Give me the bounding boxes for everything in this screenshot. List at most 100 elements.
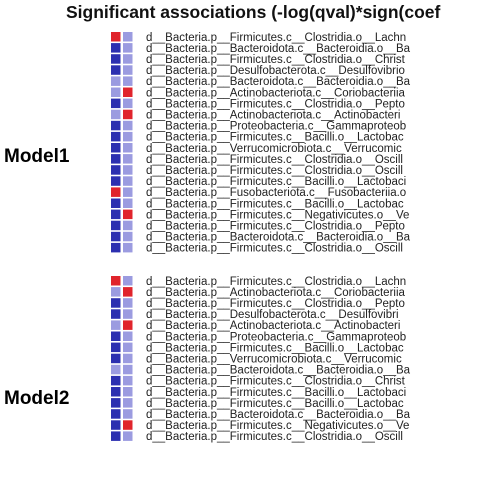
heatmap-cell: [123, 98, 133, 109]
heatmap-cell: [123, 420, 133, 430]
row-label: d__Bacteria.p__Bacteroidota.c__Bacteroid…: [146, 43, 411, 55]
heatmap-cell: [123, 54, 133, 64]
heatmap-cell: [123, 165, 133, 175]
row-label: d__Bacteria.p__Firmicutes.c__Negativicut…: [146, 420, 409, 432]
heatmap-cell: [111, 375, 121, 386]
heatmap-cell: [111, 298, 121, 308]
row-label: d__Bacteria.p__Firmicutes.c__Bacilli.o__…: [146, 132, 404, 144]
heatmap-cell: [111, 287, 121, 297]
panel-label-model2: Model2: [4, 388, 70, 409]
heatmap-cell: [111, 65, 121, 75]
heatmap-cell: [111, 420, 121, 430]
heatmap-cell: [123, 187, 133, 197]
row-label: d__Bacteria.p__Firmicutes.c__Clostridia.…: [146, 298, 405, 310]
row-label: d__Bacteria.p__Actinobacteriota.c__Actin…: [146, 320, 400, 332]
heatmap-cell: [111, 131, 121, 142]
heatmap-cell: [111, 242, 121, 253]
heatmap-cell: [111, 353, 121, 364]
heatmap-cell: [111, 220, 121, 231]
chart-title: Significant associations (-log(qval)*sig…: [66, 2, 441, 22]
heatmap-cell: [123, 87, 133, 97]
heatmap-cell: [123, 431, 133, 441]
row-label: d__Bacteria.p__Desulfobacterota.c__Desul…: [146, 309, 399, 321]
heatmap-cell: [123, 143, 133, 153]
heatmap-cell: [123, 331, 133, 341]
heatmap-cell: [111, 198, 121, 208]
heatmap-panel-model1: d__Bacteria.p__Firmicutes.c__Clostridia.…: [111, 32, 411, 255]
heatmap-cell: [111, 32, 121, 42]
heatmap-cell: [111, 320, 121, 330]
heatmap-cell: [111, 331, 121, 341]
heatmap-cell: [111, 165, 121, 175]
heatmap-cell: [123, 387, 133, 397]
heatmap-cell: [123, 276, 133, 286]
heatmap-cell: [111, 387, 121, 397]
heatmap-cell: [123, 65, 133, 75]
heatmap-cell: [111, 398, 121, 408]
row-label: d__Bacteria.p__Firmicutes.c__Clostridia.…: [146, 98, 405, 110]
row-label: d__Bacteria.p__Firmicutes.c__Clostridia.…: [146, 54, 406, 66]
row-label: d__Bacteria.p__Actinobacteriota.c__Corio…: [146, 287, 406, 299]
heatmap-cell: [123, 409, 133, 419]
heatmap-cell: [111, 109, 121, 120]
heatmap-cell: [123, 298, 133, 308]
row-label: d__Bacteria.p__Firmicutes.c__Bacilli.o__…: [146, 198, 404, 210]
heatmap-cell: [123, 342, 133, 353]
heatmap-cell: [111, 209, 121, 220]
heatmap-cell: [111, 342, 121, 353]
heatmap-cell: [111, 154, 121, 164]
heatmap-cell: [123, 242, 133, 253]
heatmap-cell: [111, 276, 121, 286]
row-label: d__Bacteria.p__Firmicutes.c__Clostridia.…: [146, 221, 405, 233]
row-label: d__Bacteria.p__Actinobacteriota.c__Corio…: [146, 87, 406, 99]
heatmap-cell: [111, 120, 121, 131]
row-label: d__Bacteria.p__Verrucomicrobiota.c__Verr…: [146, 143, 402, 155]
heatmap-cell: [111, 143, 121, 153]
row-label: d__Bacteria.p__Firmicutes.c__Bacilli.o__…: [146, 387, 406, 399]
row-label: d__Bacteria.p__Bacteroidota.c__Bacteroid…: [146, 232, 411, 244]
heatmap-cell: [111, 231, 121, 242]
heatmap-cell: [123, 131, 133, 142]
row-label: d__Bacteria.p__Firmicutes.c__Clostridia.…: [146, 431, 403, 443]
heatmap-cell: [123, 220, 133, 231]
row-label: d__Bacteria.p__Proteobacteria.c__Gammapr…: [146, 331, 406, 343]
row-label: d__Bacteria.p__Firmicutes.c__Bacilli.o__…: [146, 398, 404, 410]
row-label: d__Bacteria.p__Bacteroidota.c__Bacteroid…: [146, 409, 411, 421]
heatmap-cell: [123, 154, 133, 164]
heatmap-cell: [111, 409, 121, 419]
heatmap-cell: [111, 98, 121, 109]
heatmap-cell: [123, 120, 133, 131]
heatmap-cell: [123, 109, 133, 120]
row-label: d__Bacteria.p__Verrucomicrobiota.c__Verr…: [146, 354, 402, 366]
heatmap-cell: [123, 209, 133, 220]
heatmap-cell: [111, 364, 121, 375]
row-label: d__Bacteria.p__Firmicutes.c__Clostridia.…: [146, 154, 403, 166]
row-label: d__Bacteria.p__Firmicutes.c__Clostridia.…: [146, 165, 403, 177]
row-label: d__Bacteria.p__Desulfobacterota.c__Desul…: [146, 65, 405, 77]
heatmap-cell: [111, 76, 121, 86]
heatmap-cell: [123, 364, 133, 375]
row-label: d__Bacteria.p__Firmicutes.c__Clostridia.…: [146, 376, 406, 388]
heatmap-cell: [111, 309, 121, 319]
row-label: d__Bacteria.p__Firmicutes.c__Bacilli.o__…: [146, 342, 404, 354]
heatmap-cell: [123, 198, 133, 208]
heatmap-cell: [111, 187, 121, 197]
heatmap-cell: [123, 231, 133, 242]
heatmap-cell: [111, 431, 121, 441]
heatmap-cell: [111, 54, 121, 64]
heatmap-cell: [123, 309, 133, 319]
heatmap-cell: [111, 43, 121, 53]
row-label: d__Bacteria.p__Fusobacteriota.c__Fusobac…: [146, 187, 406, 199]
panel-label-model1: Model1: [4, 146, 70, 167]
heatmap-cell: [123, 43, 133, 53]
heatmap-cell: [123, 375, 133, 386]
row-label: d__Bacteria.p__Firmicutes.c__Clostridia.…: [146, 32, 406, 44]
heatmap-cell: [123, 320, 133, 330]
row-label: d__Bacteria.p__Bacteroidota.c__Bacteroid…: [146, 365, 411, 377]
row-label: d__Bacteria.p__Bacteroidota.c__Bacteroid…: [146, 76, 411, 88]
heatmap-cell: [123, 353, 133, 364]
row-label: d__Bacteria.p__Firmicutes.c__Negativicut…: [146, 209, 409, 221]
heatmap-cell: [123, 398, 133, 408]
heatmap-cell: [111, 176, 121, 186]
